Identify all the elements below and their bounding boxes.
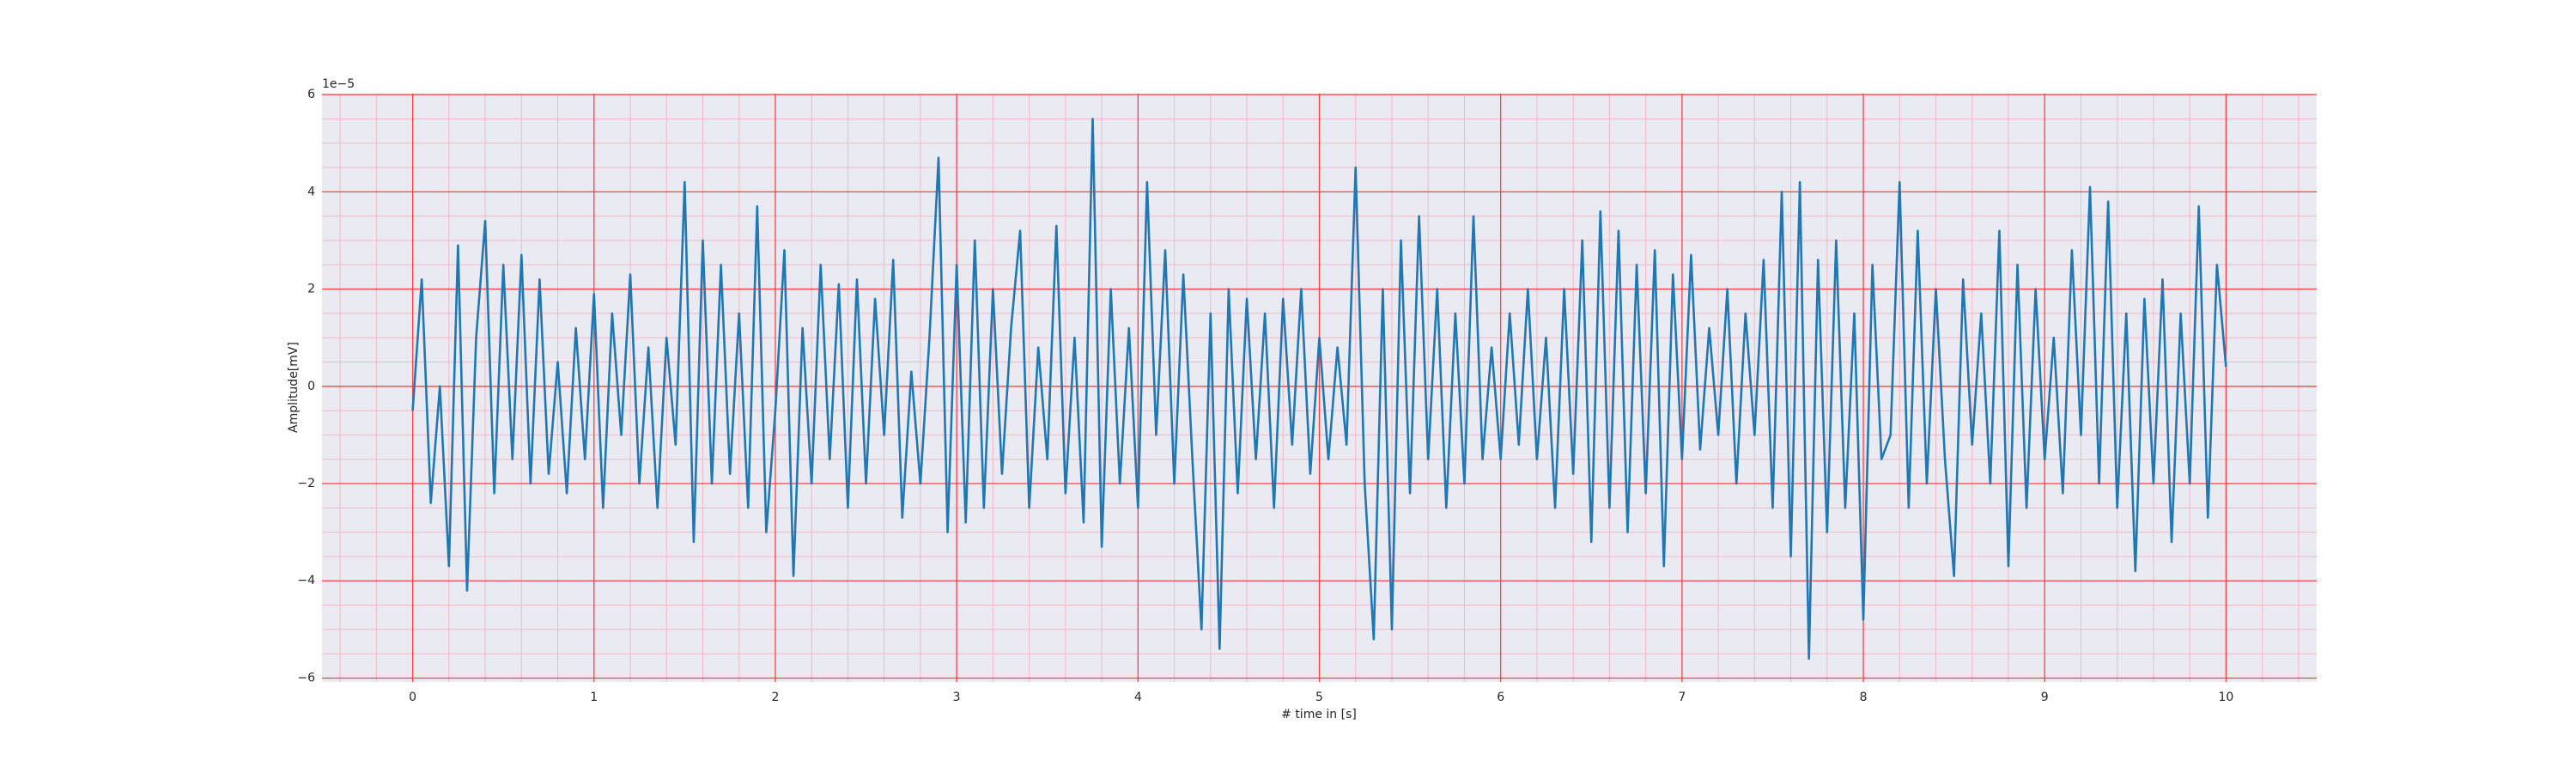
x-tick-label: 1	[590, 691, 598, 704]
y-tick-label: −6	[297, 671, 315, 685]
y-tick-label: 0	[307, 380, 315, 393]
y-offset-label: 1e−5	[322, 77, 355, 91]
x-tick-label: 2	[771, 691, 779, 704]
x-axis-label: # time in [s]	[1281, 708, 1357, 721]
y-tick-label: 6	[307, 88, 315, 101]
y-tick-label: 2	[307, 283, 315, 296]
x-tick-label: 10	[2218, 691, 2233, 704]
y-tick-label: 4	[307, 185, 315, 198]
x-tick-label: 0	[409, 691, 416, 704]
x-tick-label: 6	[1497, 691, 1504, 704]
x-tick-label: 3	[953, 691, 961, 704]
data-line	[411, 118, 2227, 660]
x-tick-label: 4	[1134, 691, 1142, 704]
y-tick-label: −4	[297, 574, 315, 587]
x-tick-label: 8	[1860, 691, 1868, 704]
x-tick-label: 5	[1315, 691, 1323, 704]
x-tick-label: 7	[1678, 691, 1686, 704]
y-tick-label: −2	[297, 477, 315, 490]
y-axis-label: Amplitude[mV]	[287, 342, 301, 433]
x-tick-label: 9	[2041, 691, 2049, 704]
